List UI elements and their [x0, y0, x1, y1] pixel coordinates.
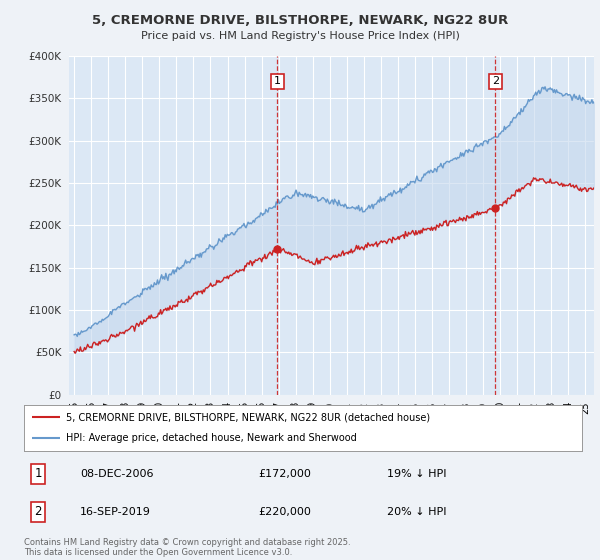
Text: 20% ↓ HPI: 20% ↓ HPI	[387, 507, 446, 517]
Text: 5, CREMORNE DRIVE, BILSTHORPE, NEWARK, NG22 8UR (detached house): 5, CREMORNE DRIVE, BILSTHORPE, NEWARK, N…	[66, 412, 430, 422]
Text: £220,000: £220,000	[259, 507, 311, 517]
Text: 16-SEP-2019: 16-SEP-2019	[80, 507, 151, 517]
Text: HPI: Average price, detached house, Newark and Sherwood: HPI: Average price, detached house, Newa…	[66, 433, 356, 444]
Text: 08-DEC-2006: 08-DEC-2006	[80, 469, 154, 479]
Text: 19% ↓ HPI: 19% ↓ HPI	[387, 469, 446, 479]
Text: 5, CREMORNE DRIVE, BILSTHORPE, NEWARK, NG22 8UR: 5, CREMORNE DRIVE, BILSTHORPE, NEWARK, N…	[92, 14, 508, 27]
Text: 2: 2	[34, 505, 42, 519]
Text: Contains HM Land Registry data © Crown copyright and database right 2025.
This d: Contains HM Land Registry data © Crown c…	[24, 538, 350, 557]
Text: 2: 2	[492, 76, 499, 86]
Text: 1: 1	[274, 76, 281, 86]
Text: 1: 1	[34, 467, 42, 480]
Text: £172,000: £172,000	[259, 469, 311, 479]
Text: Price paid vs. HM Land Registry's House Price Index (HPI): Price paid vs. HM Land Registry's House …	[140, 31, 460, 41]
